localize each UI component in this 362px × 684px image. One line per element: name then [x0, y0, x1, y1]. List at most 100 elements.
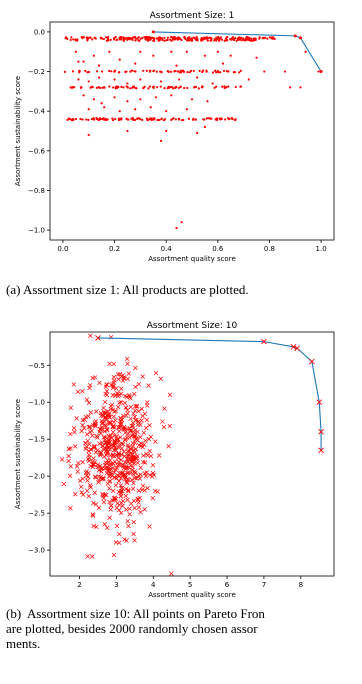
data-point	[162, 406, 167, 411]
data-point	[118, 476, 124, 481]
data-point	[160, 118, 163, 121]
pareto-point	[95, 335, 101, 341]
data-point	[166, 38, 169, 42]
data-point	[258, 37, 261, 40]
data-point	[105, 445, 111, 450]
data-point	[94, 433, 99, 439]
data-point	[147, 38, 150, 42]
data-point	[118, 483, 124, 488]
x-tick-label: 0.0	[57, 245, 68, 253]
data-point	[143, 473, 149, 479]
data-point	[160, 419, 165, 424]
data-point	[145, 486, 150, 491]
data-point	[78, 69, 81, 72]
data-point	[273, 37, 276, 40]
data-point	[107, 39, 110, 42]
data-point	[188, 71, 191, 74]
data-point	[122, 453, 127, 459]
data-point	[114, 434, 119, 439]
data-point	[87, 442, 92, 447]
data-point	[124, 479, 129, 484]
data-point	[225, 38, 228, 42]
caption-b: (b) Assortment size 10: All points on Pa…	[6, 606, 265, 651]
data-point	[94, 37, 97, 40]
pareto-point	[261, 338, 267, 345]
data-point	[122, 36, 125, 39]
data-point	[239, 69, 242, 72]
data-point	[91, 456, 96, 461]
x-tick-label: 5	[188, 581, 192, 589]
chart-a: Assortment Size: 1 Assortment quality sco…	[14, 11, 335, 263]
data-point	[93, 118, 96, 121]
data-point	[238, 38, 241, 41]
data-point	[110, 461, 116, 466]
pareto-point	[309, 358, 315, 365]
data-point	[96, 480, 101, 485]
x-tick-label: 0.4	[161, 245, 173, 253]
data-point	[100, 491, 105, 497]
data-point	[149, 38, 152, 41]
data-point	[96, 474, 102, 479]
data-point	[122, 537, 127, 542]
data-point	[116, 462, 121, 467]
data-point	[141, 118, 144, 121]
data-point	[120, 488, 125, 494]
data-point	[122, 86, 125, 89]
data-point	[84, 488, 90, 494]
data-point	[142, 69, 145, 72]
data-point	[100, 493, 106, 498]
data-point	[88, 36, 92, 39]
data-point	[191, 118, 195, 121]
data-point	[72, 444, 78, 449]
data-point	[111, 414, 117, 419]
data-point	[129, 70, 132, 73]
data-point	[150, 118, 153, 121]
data-point	[170, 50, 173, 53]
x-tick-label: 0.6	[212, 245, 224, 253]
data-point	[165, 129, 168, 133]
data-point	[75, 469, 80, 474]
data-point	[134, 108, 137, 111]
data-point	[221, 62, 225, 65]
data-point	[90, 118, 94, 121]
data-point	[203, 118, 206, 121]
x-tick-label: 6	[225, 581, 230, 589]
data-point	[114, 505, 120, 511]
data-point	[149, 36, 152, 39]
data-point	[148, 453, 154, 459]
data-point	[115, 372, 121, 377]
data-point	[183, 86, 186, 90]
data-point	[94, 524, 99, 530]
data-point	[263, 70, 266, 73]
data-point	[90, 512, 95, 517]
data-point	[99, 450, 104, 455]
data-point	[126, 129, 129, 133]
data-point	[113, 483, 119, 488]
data-point	[148, 70, 152, 73]
data-point	[129, 428, 134, 433]
data-point	[206, 100, 209, 103]
data-point	[152, 54, 155, 57]
data-point	[77, 60, 80, 63]
data-point	[136, 381, 142, 387]
data-point	[98, 453, 103, 458]
data-point	[142, 411, 148, 416]
data-point	[163, 118, 167, 121]
data-point	[119, 417, 124, 422]
data-point	[161, 424, 167, 430]
pareto-point	[293, 34, 297, 38]
data-point	[211, 71, 215, 74]
data-point	[234, 85, 237, 89]
data-point	[126, 371, 132, 376]
data-point	[134, 404, 140, 409]
data-point	[138, 441, 144, 446]
data-point	[102, 37, 105, 41]
data-point	[95, 448, 100, 453]
data-point	[111, 424, 116, 430]
data-point	[203, 54, 207, 57]
y-tick-label: −2.5	[28, 510, 45, 518]
data-point	[137, 495, 142, 501]
data-point	[179, 85, 182, 88]
y-tick-label: −1.0	[28, 399, 45, 407]
data-point	[194, 118, 197, 121]
